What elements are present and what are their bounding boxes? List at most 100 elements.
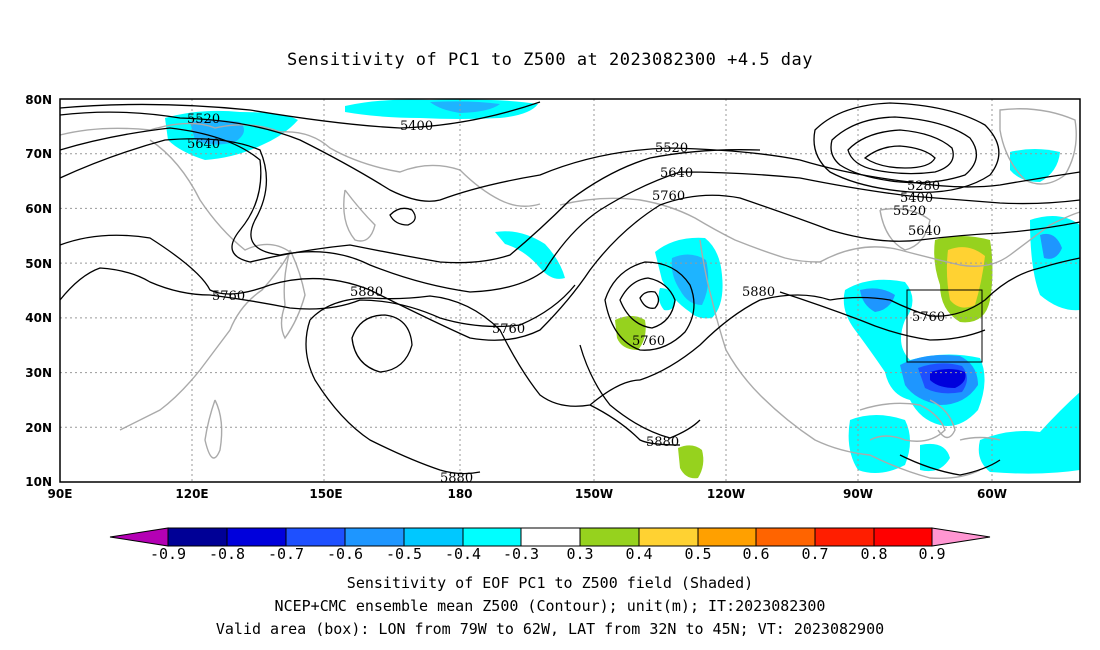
- contour-5760-low-inner: [619, 277, 676, 329]
- shade-cyan-greenland: [1010, 149, 1060, 182]
- contour-small-island: [389, 207, 416, 226]
- contour-closed-high-pacific: [351, 314, 413, 373]
- contour-5880-tropical: [899, 454, 1001, 476]
- colorbar-segment: [579, 527, 640, 547]
- valid-area-box: [906, 289, 983, 363]
- colorbar-segment: [462, 527, 522, 547]
- contour-5880-pacific: [309, 295, 641, 407]
- coastline-siberia: [59, 122, 541, 207]
- colorbar-segment: [814, 527, 875, 547]
- lat-label: 70N: [25, 147, 52, 161]
- shade-blue-nepac: [671, 254, 709, 305]
- coastline-central-america: [869, 454, 981, 480]
- shade-green-low: [615, 316, 646, 350]
- contour-5880-central: [579, 344, 701, 439]
- colorbar-segment: [873, 527, 933, 547]
- contour-label: 5760: [652, 189, 685, 204]
- z500-contours: [59, 101, 1081, 476]
- contour-label: 5520: [655, 141, 688, 156]
- colorbar-label: 0.5: [684, 545, 711, 563]
- colorbar-right-arrow: [931, 527, 991, 547]
- contour-5880-east: [779, 291, 986, 341]
- coastline-greenland: [999, 108, 1077, 185]
- contour-5760-east: [829, 257, 1081, 317]
- shade-cyan-caribbean: [848, 415, 910, 474]
- contour-5520-west: [59, 111, 1081, 202]
- coastline-north-america-west: [699, 239, 871, 456]
- contour-label: 5760: [492, 322, 525, 337]
- contour-label: 5400: [400, 119, 433, 134]
- shade-cyan-tropatl: [978, 392, 1080, 474]
- colorbar-label: -0.3: [503, 545, 539, 563]
- colorbar-label: -0.9: [150, 545, 186, 563]
- contour-5760-low-outer: [604, 261, 695, 351]
- lat-label: 60N: [25, 202, 52, 216]
- lon-label: 90E: [48, 487, 73, 501]
- colorbar-segment: [638, 527, 699, 547]
- contour-low-east-4: [863, 145, 936, 169]
- shade-cyan-gulf-extra: [920, 443, 950, 472]
- shade-blue-atlantic: [1040, 233, 1062, 259]
- caption-shading: Sensitivity of EOF PC1 to Z500 field (Sh…: [346, 574, 754, 592]
- colorbar-segment: [403, 527, 464, 547]
- lon-label: 90W: [843, 487, 873, 501]
- lat-label: 20N: [25, 421, 52, 435]
- coastline-gulf: [859, 402, 946, 442]
- contour-label: 5760: [212, 289, 245, 304]
- shade-blue-arctic: [430, 101, 500, 113]
- shade-blue-us-east: [860, 288, 895, 312]
- contour-label: 5880: [646, 435, 679, 450]
- contour-label: 5880: [742, 285, 775, 300]
- colorbar-segment: [285, 527, 346, 547]
- contour-label: 5640: [660, 166, 693, 181]
- coastline-east-asia: [119, 139, 291, 431]
- lon-label: 120E: [175, 487, 208, 501]
- colorbar-label: -0.4: [445, 545, 481, 563]
- lat-label: 30N: [25, 366, 52, 380]
- contour-label: 5520: [893, 204, 926, 219]
- contour-label: 5280: [907, 179, 940, 194]
- colorbar-label: -0.8: [209, 545, 245, 563]
- contour-5400-north: [59, 101, 541, 129]
- contour-labels: 5520 5640 5400 5520 5640 5760 5280 5400 …: [187, 112, 945, 486]
- lon-label: 150E: [309, 487, 342, 501]
- colorbar-label: 0.6: [742, 545, 769, 563]
- contour-label: 5640: [187, 137, 220, 152]
- coastline-north-america-east: [819, 211, 1081, 267]
- contour-label: 5760: [912, 310, 945, 325]
- shade-navy-south: [930, 369, 966, 388]
- contour-label: 5880: [350, 285, 383, 300]
- contour-5760-second: [59, 267, 576, 328]
- lon-label: 180: [447, 487, 472, 501]
- colorbar-label: -0.5: [386, 545, 422, 563]
- coastline-philippines: [204, 399, 223, 459]
- contour-low-east-outer: [813, 102, 1000, 194]
- lat-label: 80N: [25, 93, 52, 107]
- contour-5760-mid: [59, 194, 1081, 341]
- lat-label: 10N: [25, 475, 52, 489]
- contour-5880-ne-pacific: [639, 294, 831, 381]
- lat-label: 40N: [25, 311, 52, 325]
- map-frame: [59, 98, 1081, 483]
- contour-5880-south: [589, 404, 681, 446]
- lat-label: 50N: [25, 257, 52, 271]
- chart-title: Sensitivity of PC1 to Z500 at 2023082300…: [286, 50, 813, 70]
- contour-5640-west: [59, 138, 1081, 293]
- contour-5880-pacific-south: [305, 319, 481, 475]
- contour-low-core: [639, 290, 660, 309]
- contour-5520-upper: [59, 127, 761, 264]
- coastline-caribbean: [959, 436, 1001, 441]
- colorbar-segment: [755, 527, 816, 547]
- colorbar-label: -0.7: [268, 545, 304, 563]
- coastline-alaska: [559, 197, 821, 263]
- colorbar-label: 0.9: [918, 545, 945, 563]
- colorbar-segment: [520, 527, 581, 547]
- colorbar-label: 0.8: [860, 545, 887, 563]
- colorbar-segment: [167, 527, 228, 547]
- contour-label: 5400: [900, 191, 933, 206]
- longitude-labels: 90E 120E 150E 180 150W 120W 90W 60W: [48, 487, 1007, 501]
- lon-label: 150W: [575, 487, 613, 501]
- contour-label: 5640: [908, 224, 941, 239]
- caption-valid-area: Valid area (box): LON from 79W to 62W, L…: [215, 620, 885, 638]
